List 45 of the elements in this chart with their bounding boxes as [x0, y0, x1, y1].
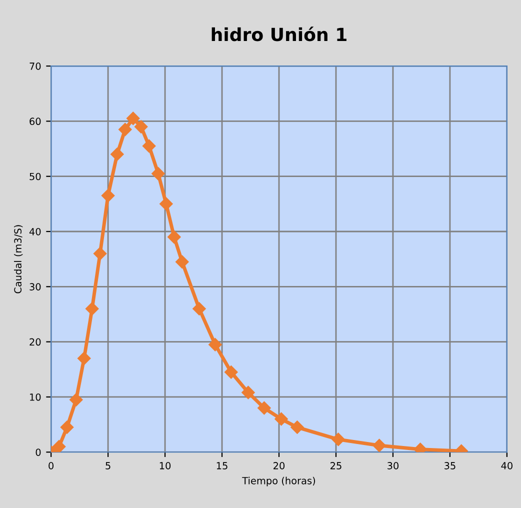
x-axis-title: Tiempo (horas) [242, 476, 316, 486]
x-tick-label: 15 [216, 462, 228, 470]
y-tick-label: 20 [30, 338, 41, 346]
y-tick-label: 0 [36, 448, 41, 456]
point [258, 401, 271, 415]
point [78, 352, 91, 365]
point [372, 438, 386, 452]
point [118, 122, 132, 136]
point [110, 148, 124, 161]
point [101, 189, 115, 202]
point [160, 197, 173, 211]
x-tick-label: 25 [330, 462, 342, 470]
point [52, 440, 66, 452]
point [192, 302, 206, 316]
point [60, 420, 74, 434]
point [176, 255, 189, 268]
point [242, 386, 255, 400]
point [70, 393, 83, 406]
y-tick-label: 30 [30, 283, 41, 290]
point [290, 420, 304, 434]
point [142, 139, 156, 153]
point [152, 167, 165, 180]
point [332, 432, 345, 446]
point [208, 338, 222, 352]
point [274, 412, 288, 426]
y-tick-label: 40 [29, 228, 41, 236]
point [86, 302, 99, 316]
point [93, 246, 107, 260]
y-axis-title: Caudal (m3/S) [14, 225, 23, 294]
x-tick-label: 20 [274, 462, 285, 470]
point [126, 112, 140, 126]
x-tick-label: 0 [48, 462, 54, 470]
x-tick-label: 30 [388, 462, 399, 470]
point [168, 230, 181, 244]
y-tick-label: 50 [30, 172, 41, 180]
y-tick-label: 60 [30, 118, 41, 126]
x-tick-label: 10 [160, 462, 171, 470]
x-tick-label: 5 [106, 462, 110, 470]
chart-title: hidro Unión 1 [212, 26, 346, 42]
x-tick-label: 35 [444, 462, 456, 470]
point [134, 120, 148, 134]
x-tick-label: 40 [501, 462, 512, 470]
y-tick-label: 10 [30, 393, 41, 401]
y-tick-label: 70 [30, 62, 41, 70]
point [224, 366, 238, 379]
